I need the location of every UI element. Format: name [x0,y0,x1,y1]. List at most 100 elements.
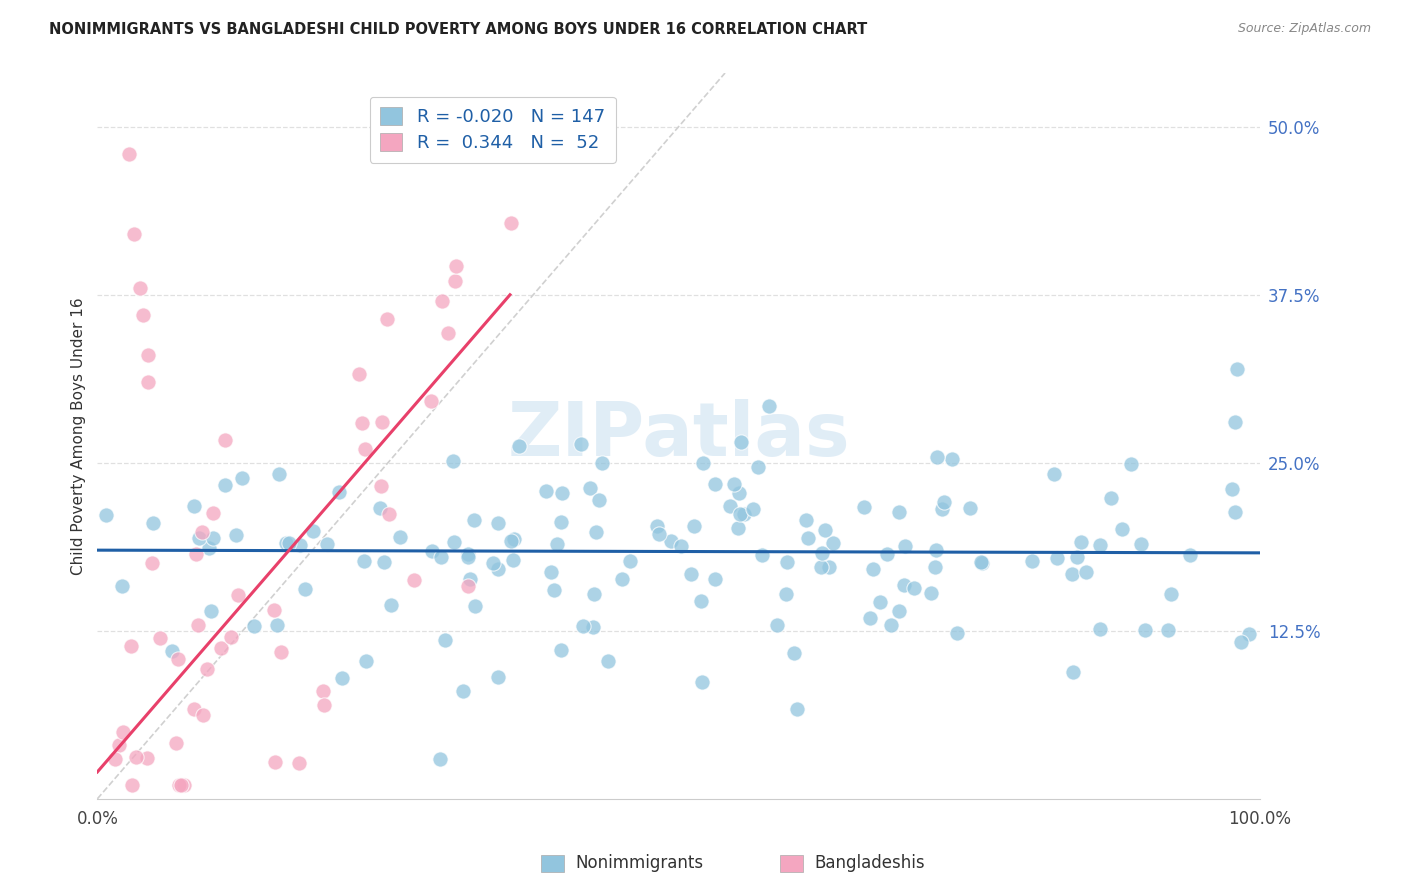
Point [1178,548,1201,562]
Point [751,548,773,562]
Point [1223,416,1246,430]
Point [263,603,285,617]
Point [482,556,505,570]
Point [1046,551,1069,566]
Point [970,556,993,570]
Point [1160,587,1182,601]
Point [924,543,946,558]
Point [502,552,524,566]
Point [692,456,714,470]
Point [446,260,468,274]
Point [149,631,172,645]
Point [569,436,592,450]
Point [370,479,392,493]
Point [1157,623,1180,637]
Point [354,442,377,456]
Point [818,559,841,574]
Point [170,778,193,792]
Point [266,617,288,632]
Point [371,415,394,429]
Point [302,524,325,539]
Point [136,375,159,389]
Point [579,481,602,495]
Y-axis label: Child Poverty Among Boys Under 16: Child Poverty Among Boys Under 16 [72,297,86,574]
Point [444,274,467,288]
Point [823,535,845,549]
Point [1099,491,1122,506]
Point [432,294,454,309]
Point [572,619,595,633]
Point [108,738,131,752]
Point [1226,361,1249,376]
Point [786,701,808,715]
Point [104,751,127,765]
Point [198,541,221,555]
Point [582,620,605,634]
Point [543,583,565,598]
Point [141,557,163,571]
Point [1237,627,1260,641]
Point [437,326,460,340]
Point [503,532,526,546]
Point [142,516,165,531]
Point [231,471,253,485]
Point [226,588,249,602]
Point [287,756,309,771]
Point [187,618,209,632]
Point [129,281,152,295]
Point [893,577,915,591]
Point [534,483,557,498]
Point [458,572,481,586]
Point [183,500,205,514]
Point [869,595,891,609]
Point [221,630,243,644]
Point [1220,482,1243,496]
Point [776,555,799,569]
Point [486,562,509,576]
Point [550,643,572,657]
Point [499,534,522,549]
Point [893,539,915,553]
Point [457,579,479,593]
Point [727,486,749,500]
Point [1043,467,1066,482]
Point [347,367,370,381]
Point [733,508,755,522]
Point [378,507,401,521]
Point [269,467,291,481]
Point [388,531,411,545]
Point [191,708,214,723]
Point [499,216,522,230]
Point [120,639,142,653]
Point [718,500,741,514]
Point [920,586,942,600]
Point [277,536,299,550]
Point [853,500,876,514]
Point [811,546,834,560]
Text: ZIPatlas: ZIPatlas [508,400,849,473]
Point [1060,566,1083,581]
Point [1223,505,1246,519]
Point [125,750,148,764]
Point [659,533,682,548]
Text: Source: ZipAtlas.com: Source: ZipAtlas.com [1237,22,1371,36]
Point [550,515,572,529]
Point [1070,535,1092,549]
Point [862,562,884,576]
Point [464,599,486,613]
Point [669,539,692,553]
Point [312,684,335,698]
Point [111,724,134,739]
Point [889,506,911,520]
Point [135,751,157,765]
Point [946,626,969,640]
Point [294,582,316,597]
Point [540,565,562,579]
Point [209,640,232,655]
Point [486,516,509,531]
Point [591,456,613,470]
Point [183,702,205,716]
Point [184,547,207,561]
Point [903,581,925,595]
Point [889,604,911,618]
